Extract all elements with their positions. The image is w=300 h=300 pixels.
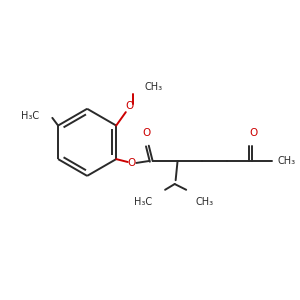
Text: O: O bbox=[143, 128, 151, 138]
Text: H₃C: H₃C bbox=[21, 111, 39, 121]
Text: O: O bbox=[249, 128, 257, 138]
Text: O: O bbox=[128, 158, 136, 168]
Text: H₃C: H₃C bbox=[134, 197, 152, 208]
Text: CH₃: CH₃ bbox=[196, 197, 214, 208]
Text: CH₃: CH₃ bbox=[144, 82, 162, 92]
Text: CH₃: CH₃ bbox=[277, 156, 296, 166]
Text: O: O bbox=[125, 101, 134, 111]
